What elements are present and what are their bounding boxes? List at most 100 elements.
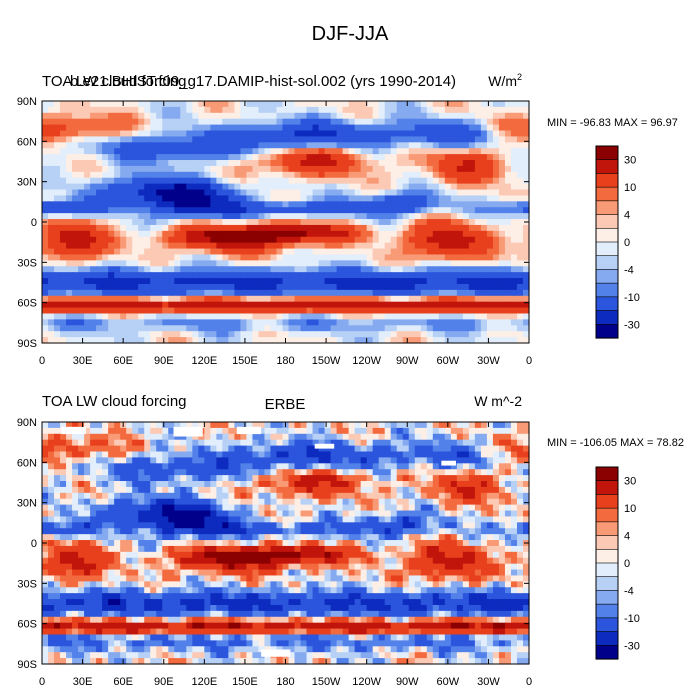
heatmap-cell <box>120 230 127 238</box>
heatmap-cell <box>96 313 103 320</box>
heatmap-cell <box>246 101 254 108</box>
heatmap-cell <box>306 101 314 108</box>
heatmap-cell <box>426 183 434 191</box>
heatmap-cell <box>360 177 368 185</box>
heatmap-cell <box>240 486 248 494</box>
heatmap-cell <box>486 101 494 108</box>
heatmap-cell <box>258 307 266 315</box>
heatmap-cell <box>390 492 398 500</box>
heatmap-cell <box>492 248 500 256</box>
heatmap-cell <box>438 307 446 315</box>
heatmap-cell <box>360 183 368 191</box>
heatmap-cell <box>186 463 193 470</box>
heatmap-cell <box>252 106 260 114</box>
heatmap-cell <box>270 201 278 208</box>
heatmap-cell <box>516 219 524 226</box>
heatmap-cell <box>288 136 296 143</box>
heatmap-cell <box>288 160 296 167</box>
heatmap-cell <box>258 522 266 529</box>
heatmap-cell <box>336 248 344 256</box>
heatmap-cell <box>258 207 266 214</box>
heatmap-cell <box>330 254 338 261</box>
heatmap-cell <box>78 337 85 344</box>
heatmap-cell <box>522 124 530 132</box>
heatmap-cell <box>150 272 157 279</box>
heatmap-cell <box>384 289 392 297</box>
heatmap-cell <box>492 295 500 303</box>
heatmap-cell <box>186 254 193 261</box>
heatmap-cell <box>258 124 266 132</box>
heatmap-cell <box>120 463 127 470</box>
heatmap-cell <box>474 195 482 202</box>
heatmap-cell <box>426 319 434 326</box>
heatmap-cell <box>270 236 278 244</box>
heatmap-cell <box>192 242 199 250</box>
heatmap-cell <box>402 486 410 494</box>
heatmap-cell <box>126 325 133 332</box>
heatmap-cell <box>222 492 229 500</box>
heatmap-cell <box>228 124 235 132</box>
heatmap-cell <box>384 201 392 208</box>
heatmap-cell <box>258 313 266 320</box>
heatmap-cell <box>402 331 410 338</box>
heatmap-cell <box>132 475 139 482</box>
heatmap-cell <box>264 148 272 155</box>
heatmap-cell <box>108 301 115 309</box>
heatmap-cell <box>318 481 326 488</box>
heatmap-cell <box>204 451 211 459</box>
heatmap-cell <box>210 475 217 482</box>
heatmap-cell <box>300 457 308 464</box>
heatmap-cell <box>42 154 49 161</box>
heatmap-cell <box>228 201 235 208</box>
heatmap-cell <box>414 118 422 126</box>
heatmap-cell <box>138 177 145 185</box>
heatmap-cell <box>396 260 404 267</box>
heatmap-cell <box>144 260 151 267</box>
heatmap-cell <box>48 130 55 138</box>
heatmap-cell <box>450 469 458 476</box>
heatmap-cell <box>474 504 482 512</box>
heatmap-cell <box>78 136 85 143</box>
heatmap-cell <box>102 307 109 315</box>
heatmap-cell <box>372 439 380 447</box>
heatmap-cell <box>336 224 344 232</box>
heatmap-cell <box>60 534 67 541</box>
heatmap-cell <box>144 313 151 320</box>
heatmap-cell <box>462 207 470 214</box>
heatmap-cell <box>306 439 314 447</box>
heatmap-cell <box>348 463 356 470</box>
heatmap-cell <box>126 260 133 267</box>
heatmap-cell <box>312 201 320 208</box>
heatmap-cell <box>66 130 73 138</box>
heatmap-cell <box>336 445 344 453</box>
heatmap-cell <box>198 224 205 232</box>
heatmap-cell <box>210 528 217 535</box>
heatmap-cell <box>264 266 272 273</box>
heatmap-cell <box>384 307 392 315</box>
heatmap-cell <box>408 254 416 261</box>
heatmap-cell <box>480 195 488 202</box>
heatmap-cell <box>390 236 398 244</box>
heatmap-cell <box>162 492 169 500</box>
heatmap-cell <box>156 136 163 143</box>
heatmap-cell <box>486 433 494 441</box>
heatmap-cell <box>84 475 91 482</box>
heatmap-cell <box>258 319 266 326</box>
heatmap-cell <box>216 504 223 512</box>
heatmap-cell <box>168 124 175 132</box>
heatmap-cell <box>240 457 248 464</box>
heatmap-cell <box>414 486 422 494</box>
heatmap-cell <box>54 101 61 108</box>
heatmap-cell <box>384 433 392 441</box>
heatmap-cell <box>162 148 169 155</box>
heatmap-cell <box>276 213 284 220</box>
heatmap-cell <box>480 319 488 326</box>
heatmap-cell <box>270 422 278 429</box>
heatmap-cell <box>504 130 512 138</box>
heatmap-cell <box>306 469 314 476</box>
heatmap-cell <box>318 331 326 338</box>
heatmap-cell <box>450 451 458 459</box>
heatmap-cell <box>336 307 344 315</box>
heatmap-cell <box>264 118 272 126</box>
heatmap-cell <box>174 124 181 132</box>
